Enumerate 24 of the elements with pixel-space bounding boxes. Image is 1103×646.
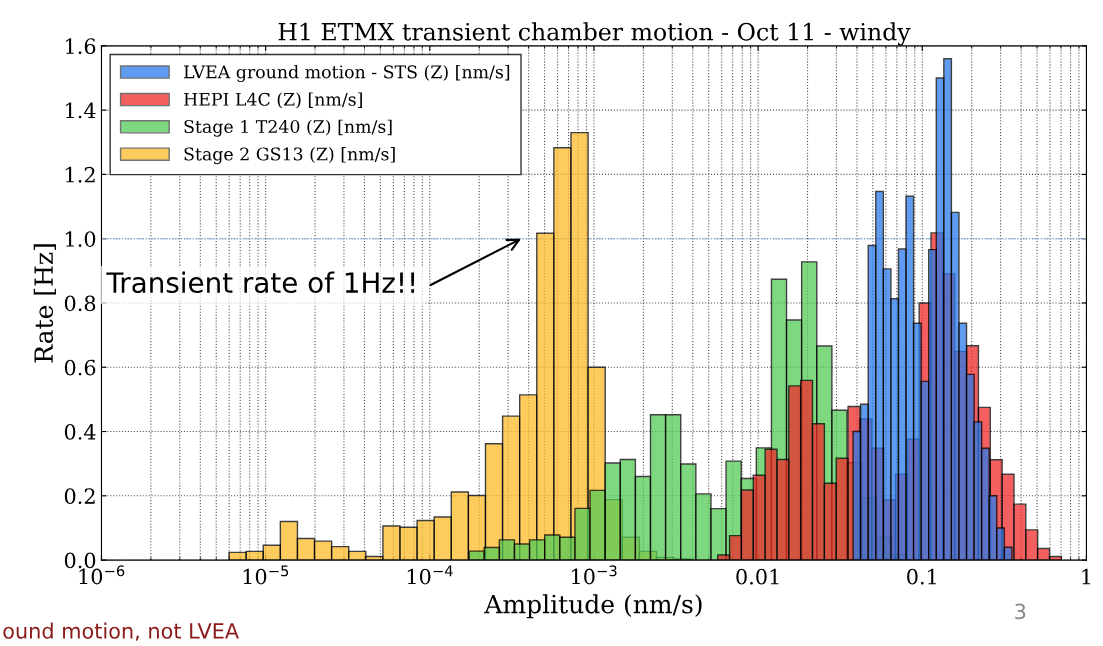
x-tick-label: 0.1 — [907, 568, 936, 585]
legend-label: LVEA ground motion - STS (Z) [nm/s] — [184, 64, 510, 83]
chart-title: H1 ETMX transient chamber motion - Oct 11 - windy — [278, 22, 911, 46]
y-tick-label: 0.2 — [64, 488, 95, 505]
legend-label: Stage 2 GS13 (Z) [nm/s] — [184, 147, 395, 165]
text: ound motion, not LVEA — [3, 622, 239, 641]
x-tick-label: 10$^{−4}$ — [407, 565, 453, 585]
x-axis-title: Amplitude (nm/s) — [484, 594, 702, 619]
legend-label: HEPI L4C (Z) [nm/s] — [184, 92, 362, 109]
y-tick-label: 1.6 — [66, 38, 96, 55]
y-tick-label: 1.2 — [66, 166, 95, 183]
x-tick-label: 10$^{−5}$ — [243, 565, 289, 585]
annotation: Transient rate of 1Hz!! — [106, 271, 414, 294]
x-tick-label: 1 — [1082, 568, 1091, 585]
y-tick-label: 0.4 — [64, 423, 96, 440]
y-tick-label: 0.8 — [64, 295, 96, 312]
text: 3 — [1015, 603, 1026, 620]
y-axis-title: Rate [Hz] — [33, 244, 57, 363]
y-tick-label: 1.4 — [66, 102, 96, 119]
y-tick-label: 1.0 — [66, 231, 96, 247]
x-tick-label: 0.01 — [736, 568, 779, 585]
y-tick-label: 0.6 — [64, 359, 96, 376]
x-tick-label: 10$^{−3}$ — [572, 565, 617, 585]
legend-label: Stage 1 T240 (Z) [nm/s] — [184, 119, 392, 137]
